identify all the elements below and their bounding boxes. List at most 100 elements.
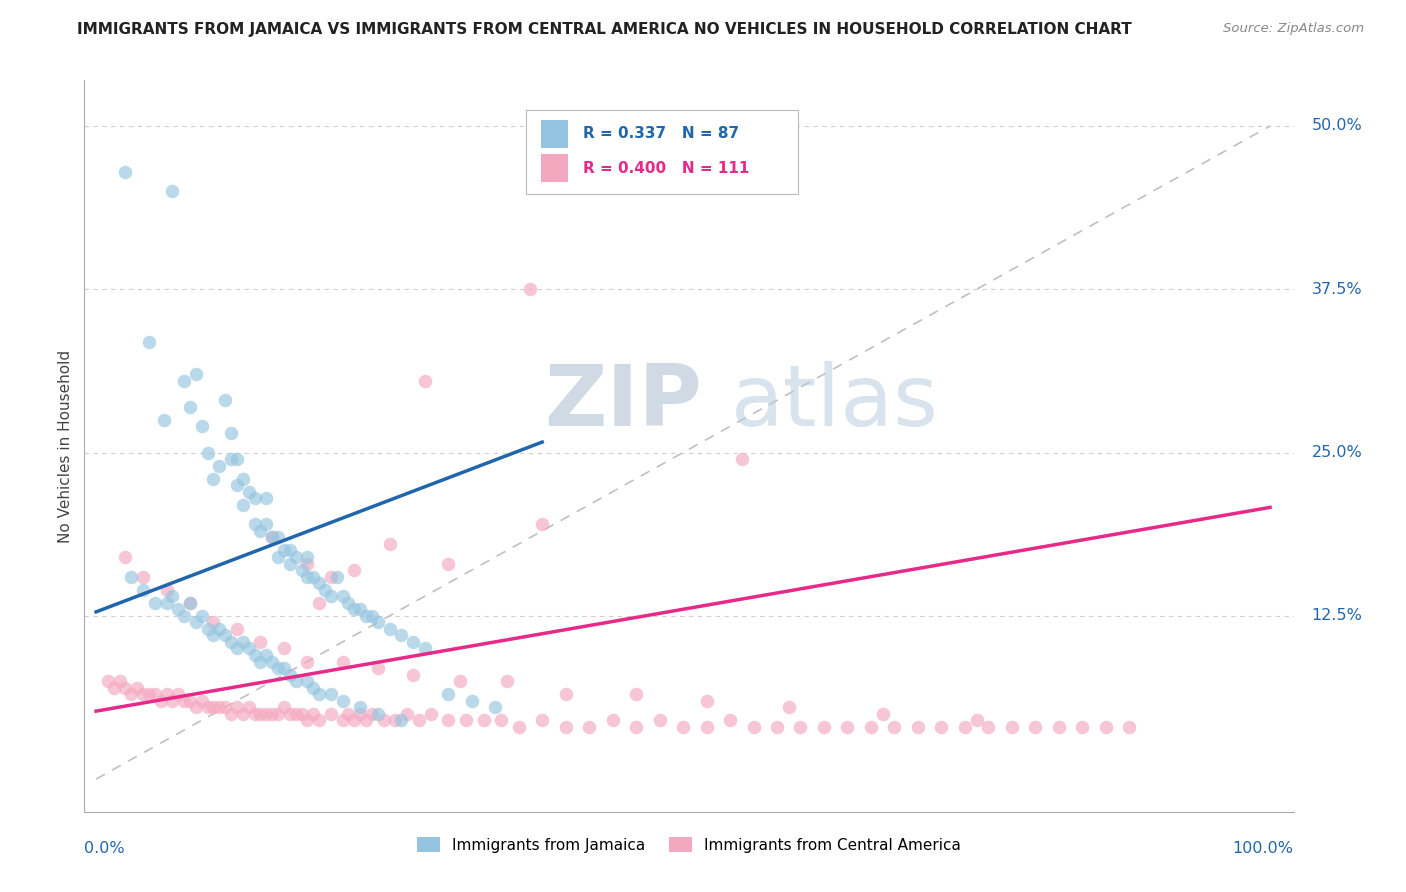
Point <box>337 596 360 610</box>
Point <box>219 425 242 440</box>
Point <box>319 687 342 701</box>
Point <box>278 706 301 721</box>
Point <box>378 537 401 551</box>
Point <box>155 582 177 597</box>
Point <box>232 498 254 512</box>
Point <box>197 622 219 636</box>
Point <box>1071 720 1094 734</box>
Point <box>297 557 319 571</box>
Point <box>202 615 225 630</box>
Point <box>332 714 354 728</box>
Point <box>437 714 460 728</box>
Point <box>966 714 988 728</box>
Point <box>343 714 366 728</box>
Point <box>214 700 236 714</box>
Point <box>308 687 330 701</box>
Point <box>243 491 266 506</box>
Point <box>226 478 249 492</box>
Point <box>297 569 319 583</box>
Point <box>103 681 125 695</box>
Point <box>197 700 219 714</box>
Point <box>226 452 249 467</box>
Point <box>249 635 271 649</box>
Point <box>367 615 389 630</box>
Point <box>343 563 366 577</box>
Point <box>273 641 295 656</box>
Point <box>308 576 330 591</box>
Point <box>373 714 395 728</box>
Point <box>262 530 284 544</box>
Text: R = 0.337   N = 87: R = 0.337 N = 87 <box>582 126 738 141</box>
Point <box>813 720 835 734</box>
Point <box>672 720 695 734</box>
Point <box>132 582 155 597</box>
FancyBboxPatch shape <box>541 120 568 147</box>
Point <box>413 374 436 388</box>
Point <box>243 706 266 721</box>
Point <box>179 596 201 610</box>
Y-axis label: No Vehicles in Household: No Vehicles in Household <box>58 350 73 542</box>
Point <box>378 622 401 636</box>
Point <box>1047 720 1070 734</box>
Point <box>155 596 177 610</box>
Point <box>519 282 541 296</box>
Point <box>143 596 166 610</box>
Point <box>254 648 277 662</box>
Point <box>361 706 384 721</box>
Point <box>173 608 195 623</box>
Point <box>184 700 207 714</box>
Point <box>319 589 342 603</box>
Point <box>1118 720 1140 734</box>
Point <box>578 720 600 734</box>
Point <box>138 687 160 701</box>
FancyBboxPatch shape <box>526 110 797 194</box>
Text: 37.5%: 37.5% <box>1312 282 1362 297</box>
Point <box>254 491 277 506</box>
Point <box>437 557 460 571</box>
Point <box>97 674 120 689</box>
Point <box>290 706 312 721</box>
Point <box>953 720 976 734</box>
Point <box>173 374 195 388</box>
Point <box>214 393 236 408</box>
Point <box>219 706 242 721</box>
Point <box>977 720 1000 734</box>
Point <box>226 641 249 656</box>
Point <box>349 602 371 616</box>
Point <box>554 687 576 701</box>
Point <box>262 655 284 669</box>
Point <box>1094 720 1116 734</box>
Text: ZIP: ZIP <box>544 360 702 443</box>
Point <box>262 706 284 721</box>
Point <box>214 628 236 642</box>
Point <box>202 628 225 642</box>
Point <box>624 687 647 701</box>
Point <box>208 622 231 636</box>
Point <box>197 445 219 459</box>
Point <box>278 543 301 558</box>
Point <box>484 700 506 714</box>
Point <box>238 700 260 714</box>
Point <box>308 596 330 610</box>
Point <box>162 694 184 708</box>
Point <box>167 687 190 701</box>
Point <box>278 667 301 681</box>
Point <box>243 517 266 532</box>
Point <box>408 714 430 728</box>
Point <box>120 687 142 701</box>
Point <box>554 720 576 734</box>
Point <box>232 635 254 649</box>
Point <box>402 635 425 649</box>
Point <box>149 694 172 708</box>
Point <box>766 720 789 734</box>
Point <box>354 714 377 728</box>
Point <box>319 706 342 721</box>
Point <box>389 628 412 642</box>
Point <box>859 720 882 734</box>
Point <box>496 674 519 689</box>
Point <box>384 714 406 728</box>
Point <box>531 517 554 532</box>
Point <box>190 694 212 708</box>
Point <box>872 706 894 721</box>
Point <box>273 661 295 675</box>
